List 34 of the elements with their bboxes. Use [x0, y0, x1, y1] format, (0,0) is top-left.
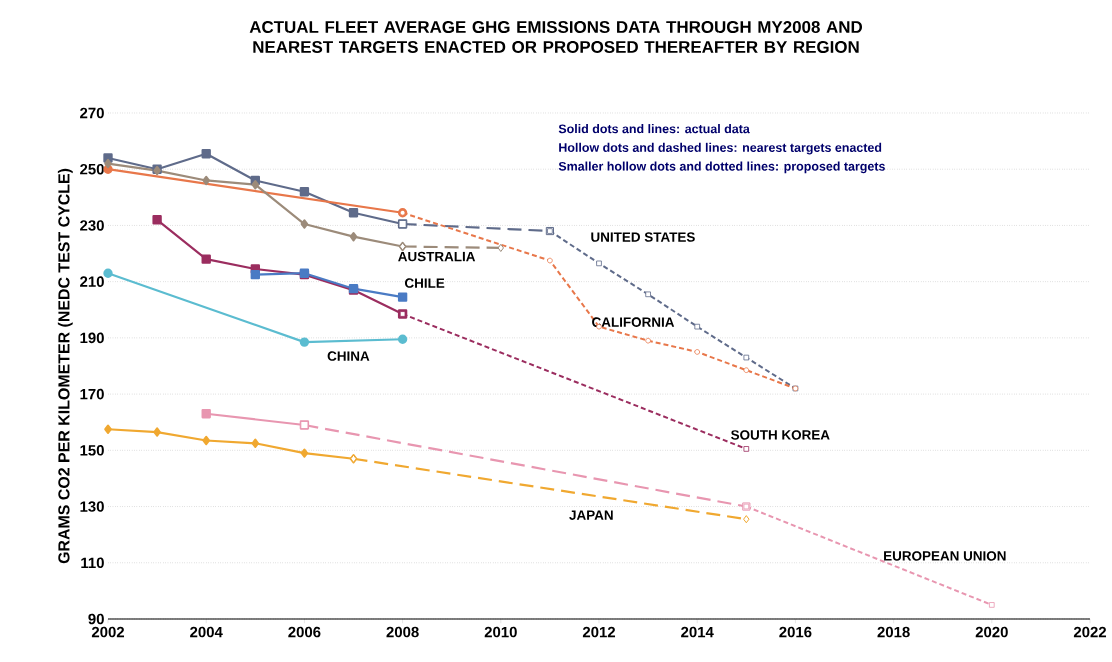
- x-tick-label: 2010: [484, 626, 517, 638]
- series-label: JAPAN: [569, 510, 613, 520]
- x-tick-label: 2002: [91, 626, 125, 638]
- y-tick-label: 190: [80, 332, 104, 344]
- series-label: UNITED STATES: [591, 232, 695, 242]
- series-label: CHINA: [327, 351, 370, 361]
- series-label: AUSTRALIA: [398, 251, 476, 262]
- y-tick-label: 230: [80, 220, 104, 231]
- series-label: CHILE: [404, 278, 445, 288]
- y-axis-title: GRAMS CO2 PER KILOMETER (NEDC TEST CYCLE): [57, 168, 73, 564]
- x-tick-label: 2008: [386, 626, 419, 638]
- annotation: Hollow dots and dashed lines: nearest targets enacted: [559, 142, 882, 155]
- x-tick-label: 2020: [975, 626, 1008, 638]
- x-tick-label: 2012: [582, 626, 616, 638]
- y-tick-label: 150: [80, 445, 104, 456]
- y-tick-label: 130: [80, 501, 104, 512]
- series-label: SOUTH KOREA: [731, 430, 830, 440]
- y-tick-label: 270: [80, 107, 104, 119]
- x-tick-label: 2022: [1073, 626, 1107, 638]
- chart-title: ACTUAL FLEET AVERAGE GHG EMISSIONS DATA THROUGH MY2008 AND NEAREST TARGETS ENACTED OR PROPOSED THEREAFTER BY REGION: [249, 21, 862, 53]
- x-tick-label: 2004: [190, 626, 223, 638]
- y-tick-label: 250: [80, 163, 104, 175]
- x-tick-label: 2014: [681, 626, 714, 638]
- x-tick-label: 2006: [288, 626, 321, 638]
- series-label: CALIFORNIA: [592, 317, 675, 327]
- y-tick-label: 90: [88, 613, 104, 625]
- y-tick-label: 210: [80, 276, 104, 287]
- annotation: Smaller hollow dots and dotted lines: proposed targets: [558, 161, 885, 174]
- series-label: EUROPEAN UNION: [884, 551, 1006, 561]
- y-tick-label: 110: [81, 557, 104, 569]
- x-tick-label: 2018: [877, 626, 910, 638]
- y-tick-label: 170: [80, 388, 104, 400]
- x-tick-label: 2016: [779, 626, 812, 638]
- annotation: Solid dots and lines: actual data: [558, 124, 750, 134]
